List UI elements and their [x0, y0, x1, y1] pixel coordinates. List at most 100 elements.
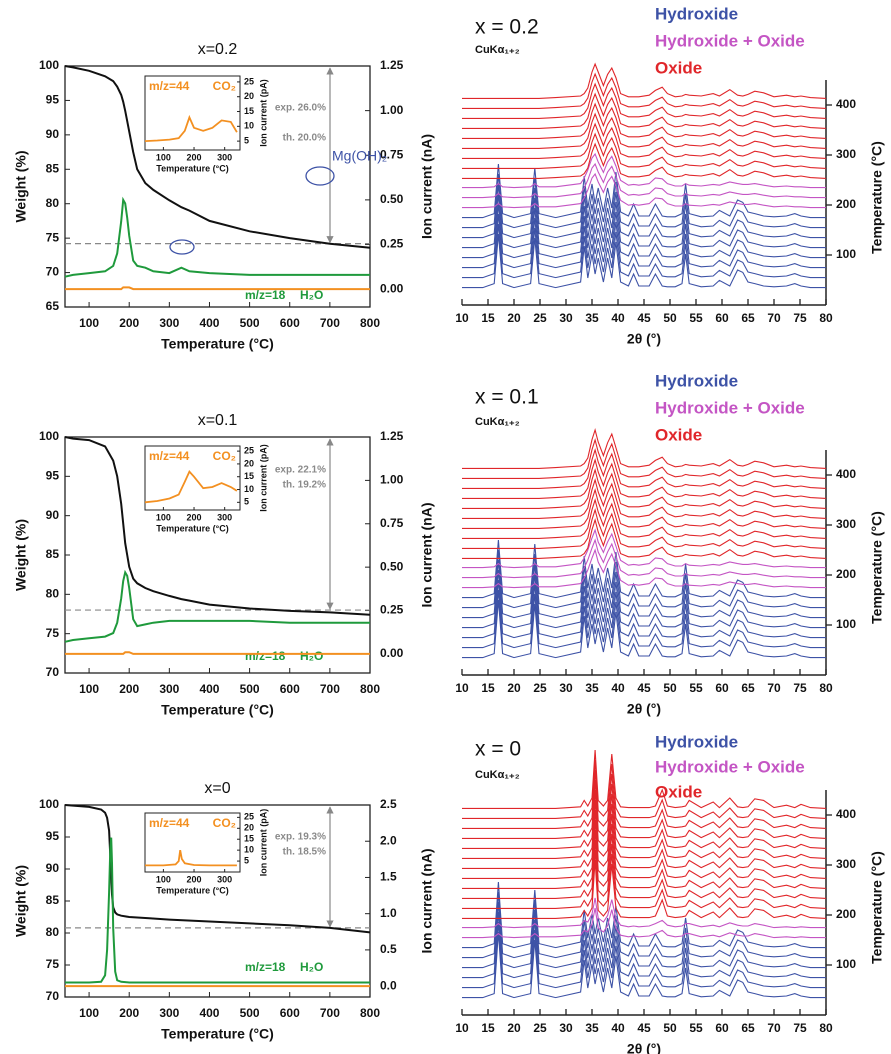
x-tick-label: 600 — [280, 316, 300, 330]
y-tick-label: 100 — [836, 247, 856, 261]
inset-frame — [144, 445, 241, 511]
inset-y-label: Ion current (pA) — [258, 809, 268, 877]
y-tick-label: 75 — [46, 626, 60, 640]
tga-line — [64, 569, 370, 643]
legend-entry: Hydroxide + Oxide — [655, 398, 805, 417]
x-tick-label: 700 — [320, 1006, 340, 1020]
series-species: H₂O — [300, 960, 323, 974]
x-tick-label: 100 — [79, 682, 99, 696]
x-axis-label: Temperature (°C) — [161, 336, 274, 352]
x-tick-label: 45 — [637, 681, 651, 695]
x-tick-label: 600 — [280, 682, 300, 696]
x-tick-label: 40 — [611, 1021, 625, 1035]
xrd-pattern — [462, 819, 827, 879]
xrd-pattern — [462, 508, 827, 549]
inset-y-tick-label: 20 — [244, 823, 254, 833]
x-tick-label: 45 — [637, 1021, 651, 1035]
x-tick-label: 50 — [663, 311, 677, 325]
y2-tick-label: 0.50 — [380, 192, 404, 206]
xrd-pattern — [462, 233, 826, 289]
y-tick-label: 400 — [836, 97, 856, 111]
y2-tick-label: 2.5 — [380, 797, 397, 811]
series-label: m/z=18 — [245, 649, 286, 663]
chart-title: x = 0.1 — [475, 386, 539, 409]
y-tick-label: 80 — [46, 587, 60, 601]
xrd-pattern — [462, 548, 826, 589]
xrd-pattern — [462, 891, 826, 959]
x-tick-label: 65 — [741, 1021, 755, 1035]
y-tick-label: 75 — [46, 230, 60, 244]
y-tick-label: 70 — [46, 989, 60, 1003]
xrd-pattern — [462, 569, 826, 629]
inset-frame — [144, 812, 241, 873]
series-species: H₂O — [300, 288, 323, 302]
chart-title: x = 0 — [475, 738, 521, 761]
x-tick-label: 80 — [819, 311, 833, 325]
y-tick-label: 85 — [46, 547, 60, 561]
y2-tick-label: 0.0 — [380, 978, 397, 992]
x-tick-label: 75 — [793, 1021, 807, 1035]
y-tick-label: 100 — [39, 58, 59, 72]
tga-line — [65, 837, 370, 984]
x-tick-label: 500 — [240, 316, 260, 330]
xrd-pattern — [462, 589, 826, 649]
inset-x-tick-label: 100 — [156, 152, 171, 162]
inset-label: m/z=44 — [149, 816, 190, 830]
loss-th: th. 18.5% — [283, 847, 326, 858]
xrd-pattern — [462, 907, 826, 939]
inset-y-tick-label: 15 — [244, 106, 254, 116]
x-tick-label: 30 — [559, 1021, 573, 1035]
xrd-pattern — [462, 518, 827, 559]
inset-label: m/z=44 — [149, 79, 190, 93]
x-tick-label: 80 — [819, 1021, 833, 1035]
x-tick-label: 70 — [767, 681, 781, 695]
inset-species: CO₂ — [213, 816, 236, 830]
inset-y-tick-label: 25 — [244, 812, 254, 822]
xrd-pattern — [462, 223, 826, 279]
y2-tick-label: 0.75 — [380, 147, 404, 161]
x-tick-label: 800 — [360, 1006, 380, 1020]
y-tick-label: 100 — [836, 617, 856, 631]
x-tick-label: 50 — [663, 681, 677, 695]
xrd-pattern — [462, 549, 826, 609]
y-tick-label: 90 — [46, 861, 60, 875]
xrd-pattern — [462, 839, 827, 899]
tga-line — [64, 436, 371, 616]
tga-line — [65, 286, 370, 291]
xrd-pattern — [462, 779, 827, 839]
inset-species: CO₂ — [213, 449, 236, 463]
xrd-pattern — [462, 921, 826, 989]
x-tick-label: 300 — [159, 316, 179, 330]
inset-species: CO₂ — [213, 79, 236, 93]
legend-entry: Hydroxide + Oxide — [655, 31, 805, 50]
xrd-pattern — [462, 203, 826, 259]
y-tick-label: 300 — [836, 517, 856, 531]
y2-tick-label: 0.75 — [380, 516, 404, 530]
y-tick-label: 90 — [46, 127, 60, 141]
y-tick-label: 300 — [836, 147, 856, 161]
tga-line — [64, 65, 371, 249]
x-tick-label: 70 — [767, 311, 781, 325]
y2-tick-label: 1.00 — [380, 473, 404, 487]
inset-x-tick-label: 200 — [187, 152, 202, 162]
tga-line — [64, 804, 371, 934]
inset-x-tick-label: 300 — [217, 152, 232, 162]
x-tick-label: 600 — [280, 1006, 300, 1020]
xrd-pattern — [462, 498, 827, 539]
xrd-pattern — [462, 62, 827, 99]
y-axis-label: Weight (%) — [13, 150, 29, 222]
inset-label: m/z=44 — [149, 449, 190, 463]
xrd-pattern — [462, 849, 827, 909]
y2-tick-label: 0.25 — [380, 237, 404, 251]
xrd-pattern — [462, 458, 827, 499]
xrd-pattern — [462, 901, 826, 969]
inset-x-label: Temperature (°C) — [156, 523, 228, 533]
inset-x-label: Temperature (°C) — [156, 885, 228, 895]
inset-x-tick-label: 100 — [156, 512, 171, 522]
y2-tick-label: 1.5 — [380, 870, 397, 884]
inset-x-tick-label: 200 — [187, 874, 202, 884]
series-species: H₂O — [300, 649, 323, 663]
chart-title: x=0.2 — [198, 41, 238, 58]
legend-entry: Oxide — [655, 782, 702, 801]
